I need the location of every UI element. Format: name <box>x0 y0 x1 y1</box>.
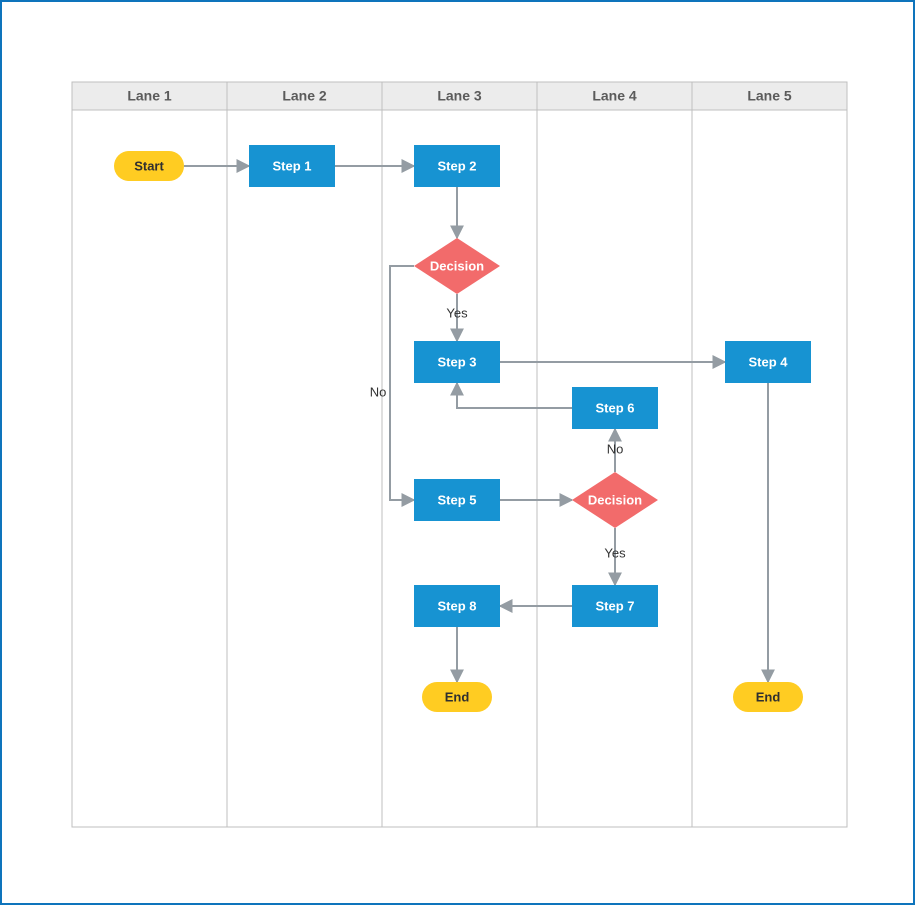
lane-header-lane2: Lane 2 <box>282 88 327 104</box>
node-label-end2: End <box>756 689 781 704</box>
node-s4: Step 4 <box>725 341 811 383</box>
node-label-s4: Step 4 <box>748 354 788 369</box>
node-start: Start <box>114 151 184 181</box>
edge-label-e4: No <box>370 384 387 399</box>
swimlane-container: Lane 1 Lane 2 Lane 3 Lane 4 Lane 5 <box>72 82 847 827</box>
node-label-s3: Step 3 <box>437 354 476 369</box>
node-label-s2: Step 2 <box>437 158 476 173</box>
node-label-start: Start <box>134 158 164 173</box>
edge-label-e9: No <box>607 441 624 456</box>
node-s1: Step 1 <box>249 145 335 187</box>
node-label-d1: Decision <box>430 258 484 273</box>
node-end2: End <box>733 682 803 712</box>
edge-label-e3: Yes <box>446 305 468 320</box>
node-s8: Step 8 <box>414 585 500 627</box>
lane-header-lane4: Lane 4 <box>592 88 637 104</box>
diagram-frame: Lane 1 Lane 2 Lane 3 Lane 4 Lane 5 Yes No Yes No… <box>0 0 915 905</box>
node-end1: End <box>422 682 492 712</box>
node-label-d2: Decision <box>588 492 642 507</box>
edge-label-e8: Yes <box>604 545 626 560</box>
node-s3: Step 3 <box>414 341 500 383</box>
lane-header-lane1: Lane 1 <box>127 88 172 104</box>
node-label-s6: Step 6 <box>595 400 634 415</box>
lane-header-lane5: Lane 5 <box>747 88 792 104</box>
node-s2: Step 2 <box>414 145 500 187</box>
node-label-s1: Step 1 <box>272 158 311 173</box>
lane-header-lane3: Lane 3 <box>437 88 482 104</box>
swimlane-flowchart: Lane 1 Lane 2 Lane 3 Lane 4 Lane 5 Yes No Yes No… <box>2 2 915 907</box>
node-label-s7: Step 7 <box>595 598 634 613</box>
node-label-end1: End <box>445 689 470 704</box>
node-s7: Step 7 <box>572 585 658 627</box>
node-s6: Step 6 <box>572 387 658 429</box>
node-label-s8: Step 8 <box>437 598 476 613</box>
node-label-s5: Step 5 <box>437 492 476 507</box>
node-s5: Step 5 <box>414 479 500 521</box>
